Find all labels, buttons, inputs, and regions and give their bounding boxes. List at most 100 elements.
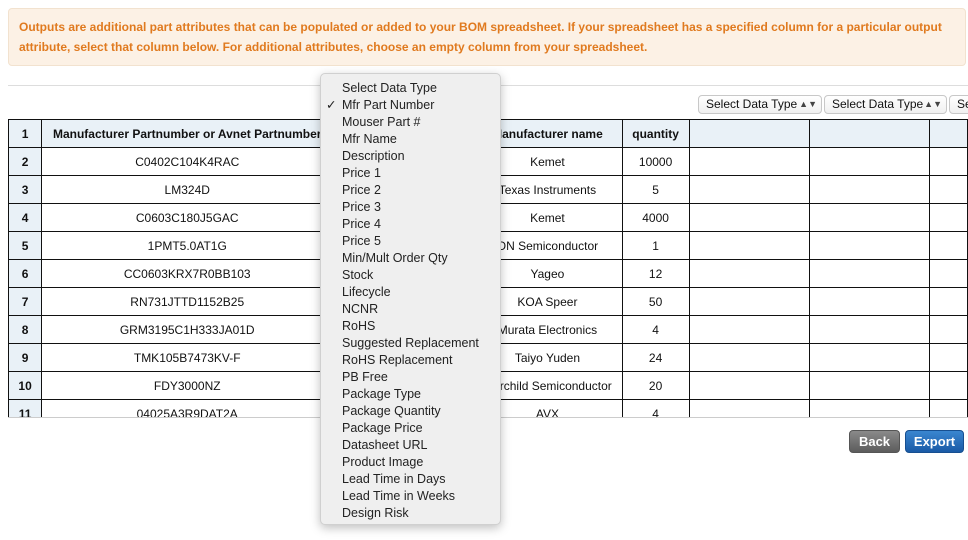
data-type-dropdown-menu[interactable]: Select Data Type ✓ Mfr Part Number Mouser P… <box>320 73 501 525</box>
dropdown-option[interactable]: Design Risk <box>321 505 500 522</box>
empty-cell <box>808 315 930 344</box>
part-number-cell: C0402C104K4RAC <box>41 147 334 176</box>
empty-cell <box>808 259 930 288</box>
quantity-cell: 5 <box>621 175 690 204</box>
empty-cell <box>808 203 930 232</box>
dropdown-option[interactable]: RoHS <box>321 318 500 335</box>
row-number: 2 <box>8 147 43 176</box>
quantity-cell: 4000 <box>621 203 690 232</box>
part-number-cell: 1PMT5.0AT1G <box>41 231 334 260</box>
dropdown-option[interactable]: Lead Time in Weeks <box>321 488 500 505</box>
option-label: Suggested Replacement <box>342 336 479 350</box>
dropdown-option[interactable]: Lead Time in Days <box>321 471 500 488</box>
empty-cell <box>688 287 810 316</box>
dropdown-option[interactable]: Product Image <box>321 454 500 471</box>
empty-cell <box>808 175 930 204</box>
column-header: 1 <box>8 119 43 148</box>
quantity-cell: 1 <box>621 231 690 260</box>
dropdown-option[interactable]: Description <box>321 148 500 165</box>
row-number: 3 <box>8 175 43 204</box>
empty-cell <box>688 203 810 232</box>
option-label: Price 5 <box>342 234 381 248</box>
select-label: Select Data Type <box>957 97 968 111</box>
dropdown-option[interactable]: Stock <box>321 267 500 284</box>
empty-cell <box>928 203 968 232</box>
option-label: RoHS <box>342 319 376 333</box>
option-label: Price 4 <box>342 217 381 231</box>
option-label: Product Image <box>342 455 424 469</box>
option-label: Design Risk <box>342 506 409 520</box>
dropdown-option[interactable]: Price 1 <box>321 165 500 182</box>
checkmark-icon: ✓ <box>326 98 337 112</box>
option-label: Stock <box>342 268 374 282</box>
dropdown-option[interactable]: Select Data Type <box>321 80 500 97</box>
part-number-cell: FDY3000NZ <box>41 371 334 400</box>
column-select-3[interactable]: Select Data Type <box>949 95 968 114</box>
column-select-2[interactable]: Select Data Type ▲▼ <box>824 95 947 114</box>
row-number: 11 <box>8 399 43 417</box>
quantity-cell: 4 <box>621 315 690 344</box>
select-label: Select Data Type <box>706 97 798 111</box>
part-number-cell: CC0603KRX7R0BB103 <box>41 259 334 288</box>
option-label: Description <box>342 149 405 163</box>
option-label: Package Quantity <box>342 404 441 418</box>
quantity-cell: 20 <box>621 371 690 400</box>
row-number: 8 <box>8 315 43 344</box>
empty-cell <box>688 371 810 400</box>
option-label: Mouser Part # <box>342 115 421 129</box>
dropdown-option[interactable]: Price 3 <box>321 199 500 216</box>
updown-icon: ▲▼ <box>924 99 942 109</box>
row-number: 10 <box>8 371 43 400</box>
empty-cell <box>808 287 930 316</box>
dropdown-option[interactable]: PB Free <box>321 369 500 386</box>
option-label: Price 2 <box>342 183 381 197</box>
column-select-1[interactable]: Select Data Type ▲▼ <box>698 95 822 114</box>
empty-cell <box>808 371 930 400</box>
dropdown-option[interactable]: ✓ Mfr Part Number <box>321 97 500 114</box>
option-label: Min/Mult Order Qty <box>342 251 448 265</box>
option-label: NCNR <box>342 302 379 316</box>
dropdown-option[interactable]: Mouser Part # <box>321 114 500 131</box>
part-number-cell: RN731JTTD1152B25 <box>41 287 334 316</box>
dropdown-option[interactable]: Lifecycle <box>321 284 500 301</box>
empty-cell <box>928 287 968 316</box>
option-label: Datasheet URL <box>342 438 428 452</box>
back-button[interactable]: Back <box>849 430 900 453</box>
part-number-cell: 04025A3R9DAT2A <box>41 399 334 417</box>
option-label: Price 1 <box>342 166 381 180</box>
empty-cell <box>928 315 968 344</box>
dropdown-option[interactable]: RoHS Replacement <box>321 352 500 369</box>
dropdown-option[interactable]: Datasheet URL <box>321 437 500 454</box>
option-label: Price 3 <box>342 200 381 214</box>
dropdown-option[interactable]: Package Price <box>321 420 500 437</box>
column-header: quantity <box>621 119 690 148</box>
column-header <box>928 119 968 148</box>
updown-icon: ▲▼ <box>799 99 817 109</box>
dropdown-option[interactable]: Price 2 <box>321 182 500 199</box>
quantity-cell: 12 <box>621 259 690 288</box>
dropdown-option[interactable]: NCNR <box>321 301 500 318</box>
empty-cell <box>808 343 930 372</box>
export-button[interactable]: Export <box>905 430 964 453</box>
empty-cell <box>808 231 930 260</box>
dropdown-option[interactable]: Package Quantity <box>321 403 500 420</box>
option-label: RoHS Replacement <box>342 353 453 367</box>
empty-cell <box>928 371 968 400</box>
dropdown-option[interactable]: Package Type <box>321 386 500 403</box>
empty-cell <box>928 231 968 260</box>
part-number-cell: GRM3195C1H333JA01D <box>41 315 334 344</box>
dropdown-option[interactable]: Price 4 <box>321 216 500 233</box>
dropdown-option[interactable]: Min/Mult Order Qty <box>321 250 500 267</box>
row-number: 4 <box>8 203 43 232</box>
empty-cell <box>808 147 930 176</box>
dropdown-option[interactable]: Suggested Replacement <box>321 335 500 352</box>
empty-cell <box>688 175 810 204</box>
part-number-cell: LM324D <box>41 175 334 204</box>
quantity-cell: 50 <box>621 287 690 316</box>
empty-cell <box>688 147 810 176</box>
column-header <box>808 119 930 148</box>
part-number-cell: C0603C180J5GAC <box>41 203 334 232</box>
empty-cell <box>808 399 930 417</box>
dropdown-option[interactable]: Mfr Name <box>321 131 500 148</box>
dropdown-option[interactable]: Price 5 <box>321 233 500 250</box>
